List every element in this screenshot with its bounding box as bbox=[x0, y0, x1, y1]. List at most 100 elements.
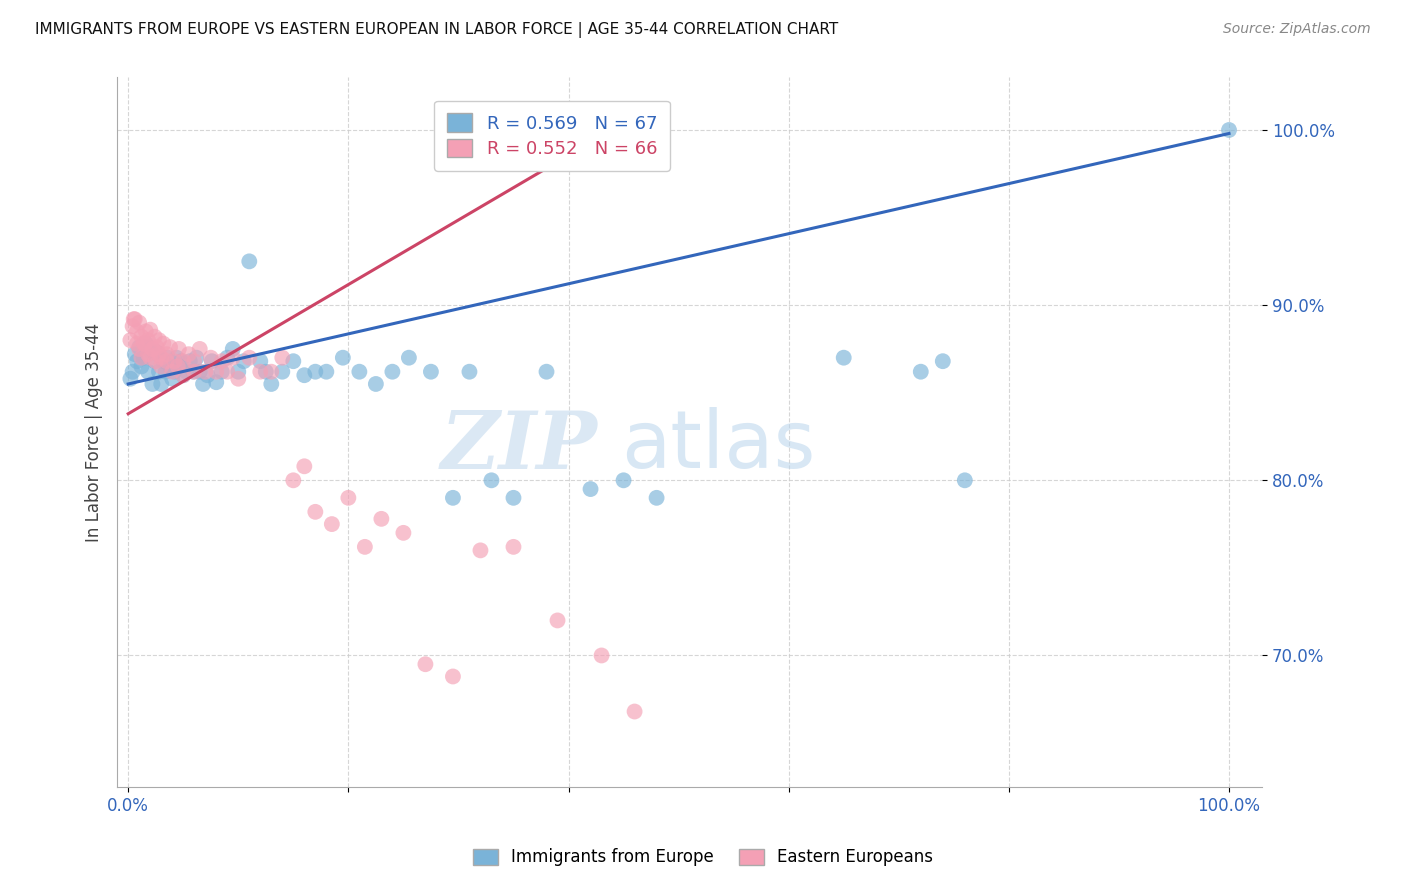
Point bbox=[211, 365, 233, 379]
Point bbox=[547, 614, 569, 628]
Point bbox=[124, 347, 146, 361]
Point bbox=[953, 473, 976, 487]
Point bbox=[172, 354, 194, 368]
Point bbox=[183, 365, 205, 379]
Point bbox=[152, 354, 174, 368]
Point bbox=[156, 351, 179, 365]
Point bbox=[304, 505, 326, 519]
Point bbox=[349, 365, 371, 379]
Point bbox=[121, 319, 143, 334]
Point bbox=[159, 340, 181, 354]
Point bbox=[166, 359, 188, 374]
Point bbox=[131, 329, 153, 343]
Point bbox=[121, 365, 143, 379]
Point bbox=[120, 372, 142, 386]
Point bbox=[141, 342, 163, 356]
Point bbox=[502, 540, 524, 554]
Text: atlas: atlas bbox=[621, 408, 815, 485]
Point bbox=[141, 376, 163, 391]
Point bbox=[470, 543, 492, 558]
Point bbox=[283, 473, 305, 487]
Point bbox=[122, 312, 145, 326]
Point bbox=[172, 368, 194, 383]
Point bbox=[181, 365, 204, 379]
Point bbox=[481, 473, 503, 487]
Point bbox=[156, 354, 179, 368]
Point bbox=[441, 491, 464, 505]
Point bbox=[441, 669, 464, 683]
Point bbox=[125, 325, 148, 339]
Point bbox=[370, 512, 392, 526]
Point bbox=[398, 351, 420, 365]
Point bbox=[415, 657, 437, 672]
Point bbox=[191, 376, 214, 391]
Point bbox=[260, 365, 283, 379]
Point bbox=[364, 376, 387, 391]
Point bbox=[132, 351, 155, 365]
Legend: Immigrants from Europe, Eastern Europeans: Immigrants from Europe, Eastern European… bbox=[464, 840, 942, 875]
Point bbox=[136, 365, 159, 379]
Point bbox=[160, 372, 183, 386]
Point bbox=[150, 376, 173, 391]
Point bbox=[139, 351, 162, 365]
Point bbox=[211, 354, 233, 368]
Point bbox=[832, 351, 855, 365]
Text: Source: ZipAtlas.com: Source: ZipAtlas.com bbox=[1223, 22, 1371, 37]
Point bbox=[163, 365, 186, 379]
Point bbox=[201, 354, 224, 368]
Point bbox=[139, 343, 162, 358]
Point bbox=[179, 354, 201, 368]
Point bbox=[226, 372, 249, 386]
Point bbox=[283, 354, 305, 368]
Point bbox=[238, 254, 260, 268]
Point bbox=[458, 365, 481, 379]
Point bbox=[134, 336, 156, 351]
Point bbox=[392, 525, 415, 540]
Point bbox=[381, 365, 404, 379]
Point bbox=[188, 342, 211, 356]
Point bbox=[232, 354, 254, 368]
Point bbox=[148, 347, 170, 361]
Point bbox=[145, 354, 167, 368]
Point bbox=[131, 351, 153, 365]
Point bbox=[254, 365, 277, 379]
Point bbox=[188, 365, 211, 379]
Point bbox=[579, 482, 602, 496]
Point bbox=[170, 354, 193, 368]
Text: ZIP: ZIP bbox=[441, 408, 598, 485]
Point bbox=[271, 365, 294, 379]
Point bbox=[167, 359, 190, 374]
Point bbox=[226, 365, 249, 379]
Point bbox=[125, 354, 148, 368]
Point bbox=[591, 648, 613, 663]
Point bbox=[143, 329, 166, 343]
Point bbox=[152, 336, 174, 351]
Point bbox=[150, 351, 173, 365]
Point bbox=[159, 359, 181, 374]
Point bbox=[321, 517, 343, 532]
Point bbox=[136, 347, 159, 361]
Point bbox=[186, 351, 208, 365]
Text: IMMIGRANTS FROM EUROPE VS EASTERN EUROPEAN IN LABOR FORCE | AGE 35-44 CORRELATIO: IMMIGRANTS FROM EUROPE VS EASTERN EUROPE… bbox=[35, 22, 838, 38]
Point bbox=[139, 323, 162, 337]
Point bbox=[120, 333, 142, 347]
Point bbox=[536, 365, 558, 379]
Point bbox=[166, 351, 188, 365]
Point bbox=[249, 354, 271, 368]
Point bbox=[200, 351, 222, 365]
Point bbox=[623, 705, 645, 719]
Point bbox=[205, 365, 228, 379]
Point bbox=[932, 354, 955, 368]
Point bbox=[217, 351, 239, 365]
Point bbox=[1218, 123, 1240, 137]
Point bbox=[249, 365, 271, 379]
Point bbox=[128, 316, 150, 330]
Point bbox=[304, 365, 326, 379]
Point bbox=[148, 365, 170, 379]
Point bbox=[238, 351, 260, 365]
Point bbox=[613, 473, 636, 487]
Legend: R = 0.569   N = 67, R = 0.552   N = 66: R = 0.569 N = 67, R = 0.552 N = 66 bbox=[434, 101, 671, 171]
Point bbox=[156, 347, 179, 361]
Point bbox=[419, 365, 441, 379]
Point bbox=[315, 365, 337, 379]
